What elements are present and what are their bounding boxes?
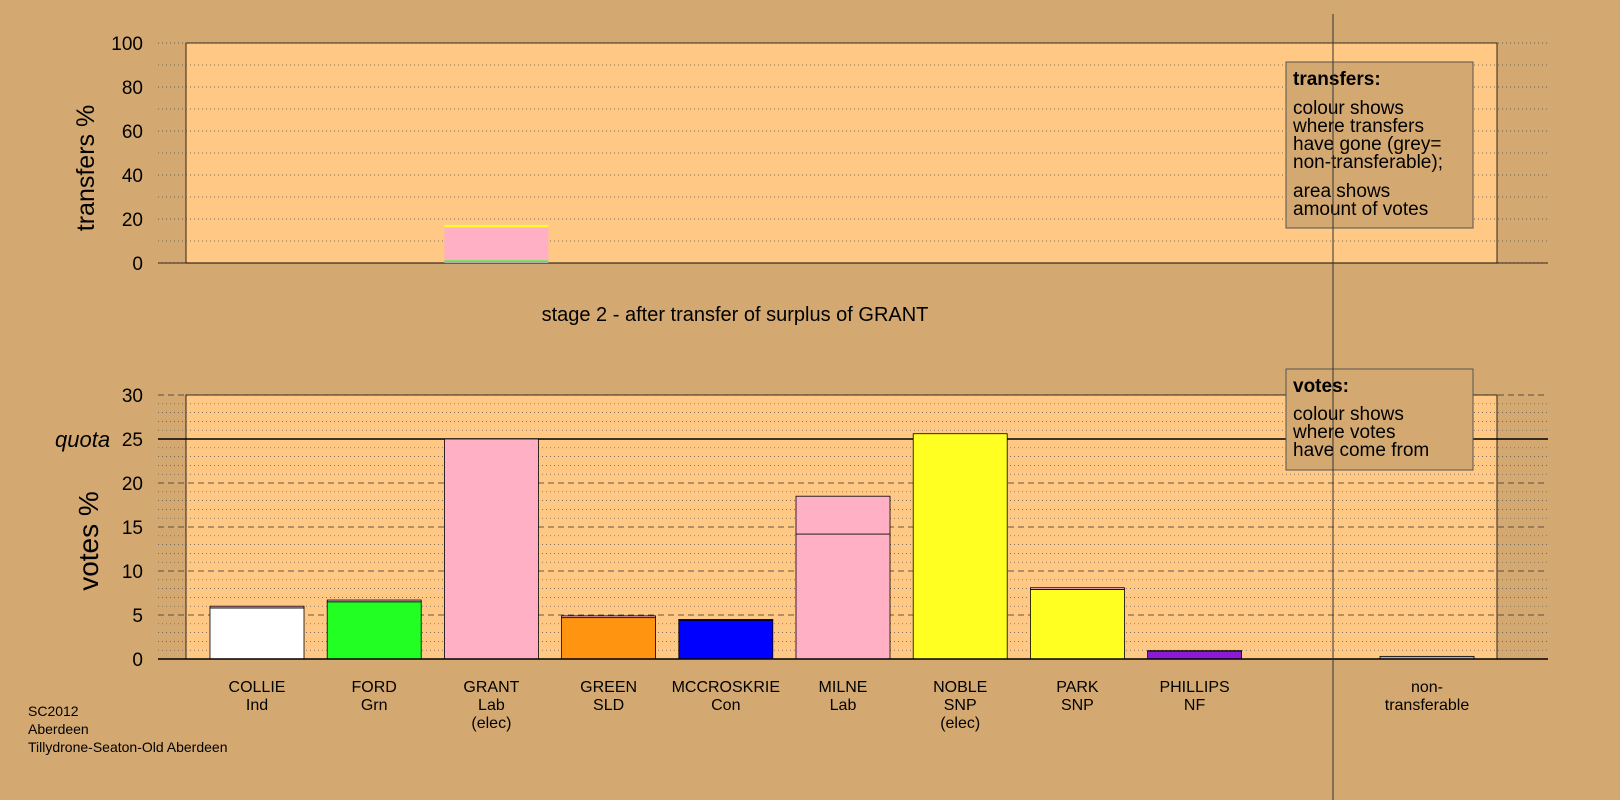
legend-box [1285,61,1474,229]
transfer-segment [444,224,549,227]
legend-text: non-transferable); [1293,152,1443,173]
legend-title: transfers: [1293,69,1381,90]
stage-title: stage 2 - after transfer of surplus of G… [542,304,929,326]
legend-text: where votes [1292,422,1395,443]
y-tick-label: 20 [122,210,143,231]
quota-label: quota [55,427,110,452]
y-tick-label: 20 [122,474,143,495]
bar-segment [1030,589,1125,660]
y-tick-label: 25 [122,430,143,451]
legend-text: colour shows [1293,98,1404,119]
legend-text: have come from [1293,440,1429,461]
transfer-segment [444,226,549,228]
bar-segment [1030,587,1125,590]
legend-text: area shows [1293,181,1390,202]
bar-segment [326,601,422,660]
x-tick-label: NF [1184,697,1206,714]
y-tick-label: 40 [122,166,143,187]
x-tick-label: SNP [1061,697,1094,714]
x-tick-label: transferable [1385,697,1470,714]
y-tick-label: 5 [132,606,143,627]
bar-segment [795,533,891,660]
y-tick-label: 10 [122,562,143,583]
y-tick-label: 0 [132,254,143,275]
bar-segment [1147,650,1242,660]
bar-segment [561,617,656,660]
x-tick-label: PHILLIPS [1159,679,1229,696]
x-tick-label: COLLIE [229,679,286,696]
transfer-segment [444,260,549,262]
y-tick-label: 100 [111,34,143,55]
legend-text: colour shows [1293,404,1404,425]
y-axis-label: votes % [73,491,104,591]
y-tick-label: 30 [122,386,143,407]
x-tick-label: GRANT [463,679,519,696]
x-tick-label: non- [1411,679,1443,696]
bar-segment [1147,650,1242,652]
x-tick-label: Con [711,697,740,714]
y-axis-label: transfers % [72,105,100,231]
bar-segment [678,619,774,660]
x-tick-label: (elec) [471,715,511,732]
x-tick-label: (elec) [940,715,980,732]
legend-box [1285,368,1474,471]
footer-line: Aberdeen [28,721,89,737]
y-tick-label: 60 [122,122,143,143]
x-tick-label: Lab [830,697,857,714]
bar-segment [561,615,656,619]
legend-text: have gone (grey= [1293,134,1441,155]
footer-line: SC2012 [28,703,79,719]
x-tick-label: SLD [593,697,624,714]
legend-text: where transfers [1292,116,1424,137]
bar-segment [912,433,1008,660]
x-tick-label: Ind [246,697,268,714]
y-tick-label: 15 [122,518,143,539]
bar-segment [326,599,422,603]
transfers-panel: 0 20 40 60 80 100 transfers % transfers: colour … [72,34,1548,275]
bar-segment [678,619,774,621]
x-tick-label: Grn [361,697,388,714]
y-tick-label: 0 [132,650,143,671]
transfer-segment [444,261,549,263]
y-tick-label: 80 [122,78,143,99]
x-tick-label: MILNE [819,679,868,696]
x-tick-label: NOBLE [933,679,987,696]
legend-text: amount of votes [1293,199,1428,220]
x-tick-label: MCCROSKRIE [672,679,780,696]
x-tick-label: SNP [944,697,977,714]
bar-segment [443,438,539,660]
bar-segment [209,607,305,660]
legend-title: votes: [1293,376,1349,397]
footer-line: Tillydrone-Seaton-Old Aberdeen [28,739,228,755]
transfer-segment [444,227,549,261]
footer: SC2012 Aberdeen Tillydrone-Seaton-Old Ab… [28,703,228,755]
x-tick-label: GREEN [580,679,637,696]
bar-segment [209,605,305,609]
x-tick-label: FORD [352,679,397,696]
x-tick-label: PARK [1056,679,1099,696]
bar-segment [795,495,891,535]
x-tick-label: Lab [478,697,505,714]
